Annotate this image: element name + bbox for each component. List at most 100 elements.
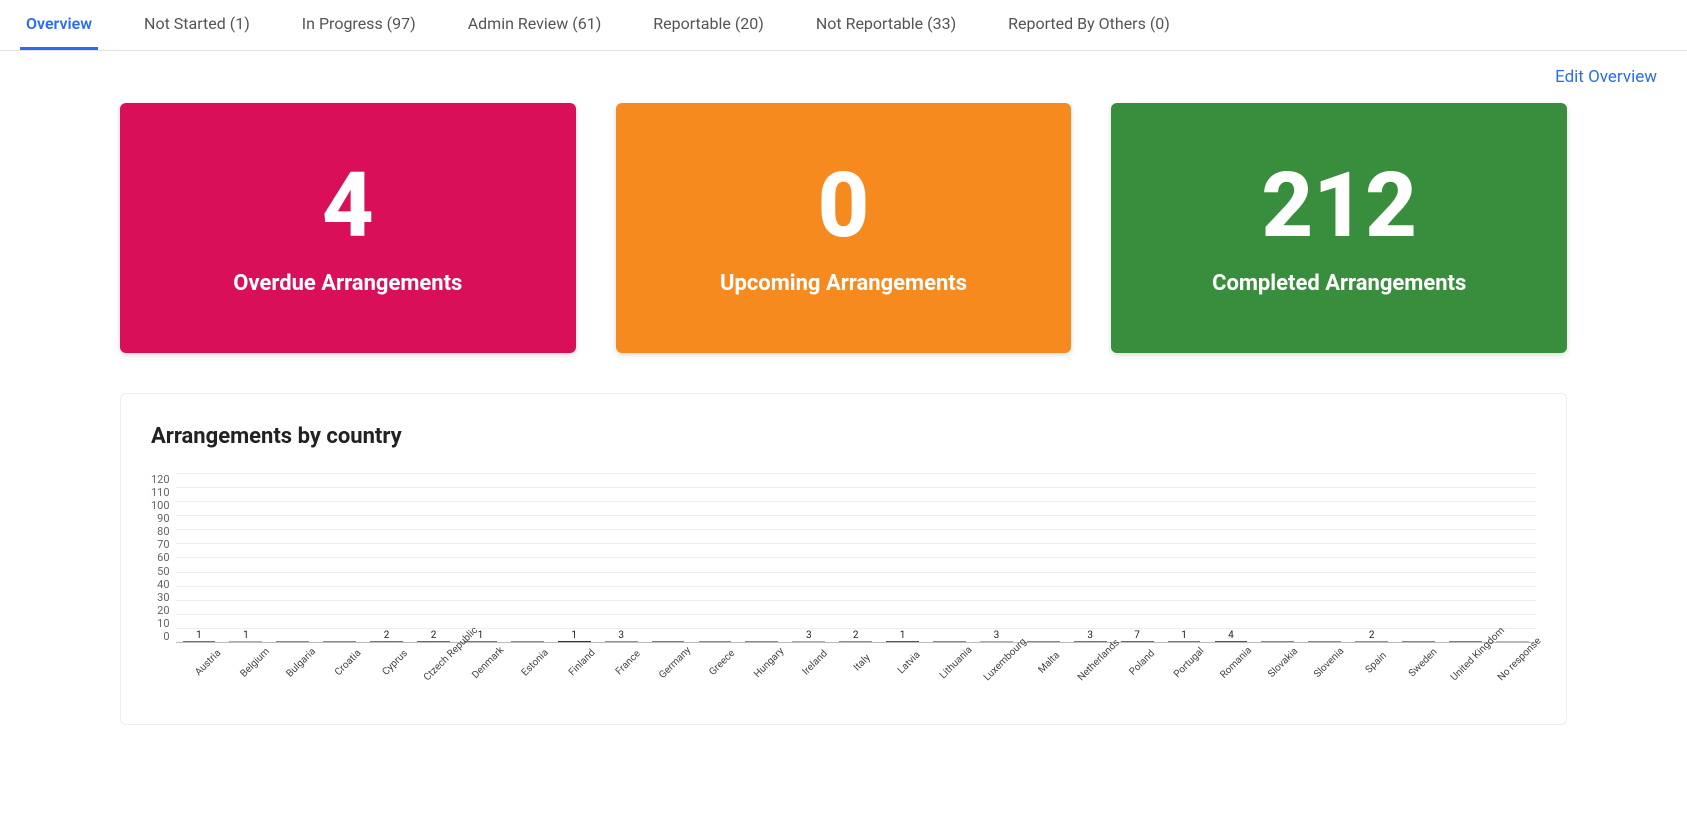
bar[interactable]: 3 [980,641,1013,642]
card-value: 4 [322,161,374,251]
chart-panel: Arrangements by country 0102030405060708… [120,393,1567,725]
bar[interactable]: 3 [605,641,638,642]
tab-reported-by-others-0[interactable]: Reported By Others (0) [1002,0,1176,50]
ytick-label: 90 [157,512,169,525]
bar-slot [926,641,973,642]
ytick-label: 20 [157,604,169,617]
bar-slot [504,641,551,642]
bar[interactable]: 1 [1168,641,1201,642]
chart-x-axis: AustriaBelgiumBulgariaCroatiaCyprusCtzec… [181,653,1536,664]
bar-slot: 1 [176,641,223,642]
ytick-label: 40 [157,578,169,591]
ytick-label: 110 [151,486,170,499]
chart-y-axis: 0102030405060708090100110120 [151,473,176,643]
tab-admin-review-61[interactable]: Admin Review (61) [462,0,608,50]
summary-card[interactable]: 0 Upcoming Arrangements [616,103,1072,353]
bar-value-label: 2 [839,630,872,641]
bar[interactable] [1027,641,1060,642]
summary-card[interactable]: 4 Overdue Arrangements [120,103,576,353]
bar-slot [269,641,316,642]
chart-area: 0102030405060708090100110120 11221131332… [151,473,1536,653]
ytick-label: 120 [151,473,170,486]
bar-slot: 2 [410,641,457,642]
ytick-label: 10 [157,617,169,630]
bar[interactable]: 4 [1215,641,1248,642]
bar[interactable]: 2 [417,641,450,642]
bar-value-label: 3 [605,630,638,641]
bar[interactable]: 128 [1449,641,1482,642]
tab-overview[interactable]: Overview [20,0,98,50]
ytick-label: 100 [151,499,170,512]
bar-value-label: 4 [1215,630,1248,641]
bar-value-label: 2 [1355,630,1388,641]
bar[interactable]: 1 [183,641,216,642]
ytick-label: 70 [157,538,169,551]
bar[interactable]: 2 [370,641,403,642]
bar-slot [1254,641,1301,642]
ytick-label: 60 [157,551,169,564]
card-label: Completed Arrangements [1212,271,1466,296]
bar[interactable]: 34 [1496,641,1529,642]
bar-value-label: 1 [1168,630,1201,641]
tabs-bar: Overview Not Started (1) In Progress (97) A… [0,0,1687,51]
tab-in-progress-97[interactable]: In Progress (97) [296,0,422,50]
ytick-label: 0 [163,630,169,643]
bar-value-label: 3 [980,630,1013,641]
bar-slot: 3 [1067,641,1114,642]
summary-card[interactable]: 212Completed Arrangements [1111,103,1567,353]
bar-slot: 1 [879,641,926,642]
bar-value-label: 3 [1074,630,1107,641]
chart-plot: 11221131332133714212834 [176,473,1536,653]
bar-slot: 1 [1161,641,1208,642]
bar-value-label: 1 [558,630,591,641]
bar-slot: 2 [832,641,879,642]
bar-slot [692,641,739,642]
ytick-label: 30 [157,591,169,604]
bar[interactable]: 2 [1355,641,1388,642]
bar[interactable]: 3 [792,641,825,642]
bar-slot: 1 [551,641,598,642]
bar[interactable]: 1 [229,641,262,642]
bar[interactable] [1402,641,1435,642]
tab-not-reportable-33[interactable]: Not Reportable (33) [810,0,962,50]
bar[interactable] [511,641,544,642]
bar[interactable]: 3 [1074,641,1107,642]
card-value: 0 [818,161,870,251]
bar-slot: 3 [785,641,832,642]
bar[interactable]: 13 [652,641,685,642]
bar-slot: 3 [973,641,1020,642]
card-label: Upcoming Arrangements [720,271,967,296]
bar[interactable] [745,641,778,642]
bar[interactable]: 1 [558,641,591,642]
bar[interactable]: 1 [886,641,919,642]
bar[interactable] [323,641,356,642]
bar-value-label: 7 [1121,630,1154,641]
bar[interactable] [1308,641,1341,642]
bar-value-label: 2 [417,630,450,641]
summary-cards: 4 Overdue Arrangements 0 Upcoming Arrangeme… [0,87,1687,393]
tab-not-started-1[interactable]: Not Started (1) [138,0,256,50]
bar[interactable]: 2 [839,641,872,642]
bar-slot: 2 [363,641,410,642]
bar-slot [316,641,363,642]
bar-slot: 3 [598,641,645,642]
ytick-label: 80 [157,525,169,538]
bar[interactable] [1261,641,1294,642]
bar-value-label: 1 [183,630,216,641]
card-label: Overdue Arrangements [233,271,462,296]
bar[interactable] [699,641,732,642]
chart-bars: 11221131332133714212834 [176,473,1536,643]
bar-slot: 1 [222,641,269,642]
bar[interactable] [933,641,966,642]
bar-value-label: 1 [229,630,262,641]
bar[interactable] [276,641,309,642]
tab-reportable-20[interactable]: Reportable (20) [647,0,770,50]
ytick-label: 50 [157,565,169,578]
bar-value-label: 1 [886,630,919,641]
bar-value-label: 3 [792,630,825,641]
bar-slot: 13 [645,641,692,642]
toolbar: Edit Overview [0,51,1687,87]
edit-overview-link[interactable]: Edit Overview [1555,67,1657,87]
bar-slot [738,641,785,642]
bar[interactable]: 7 [1121,641,1154,642]
